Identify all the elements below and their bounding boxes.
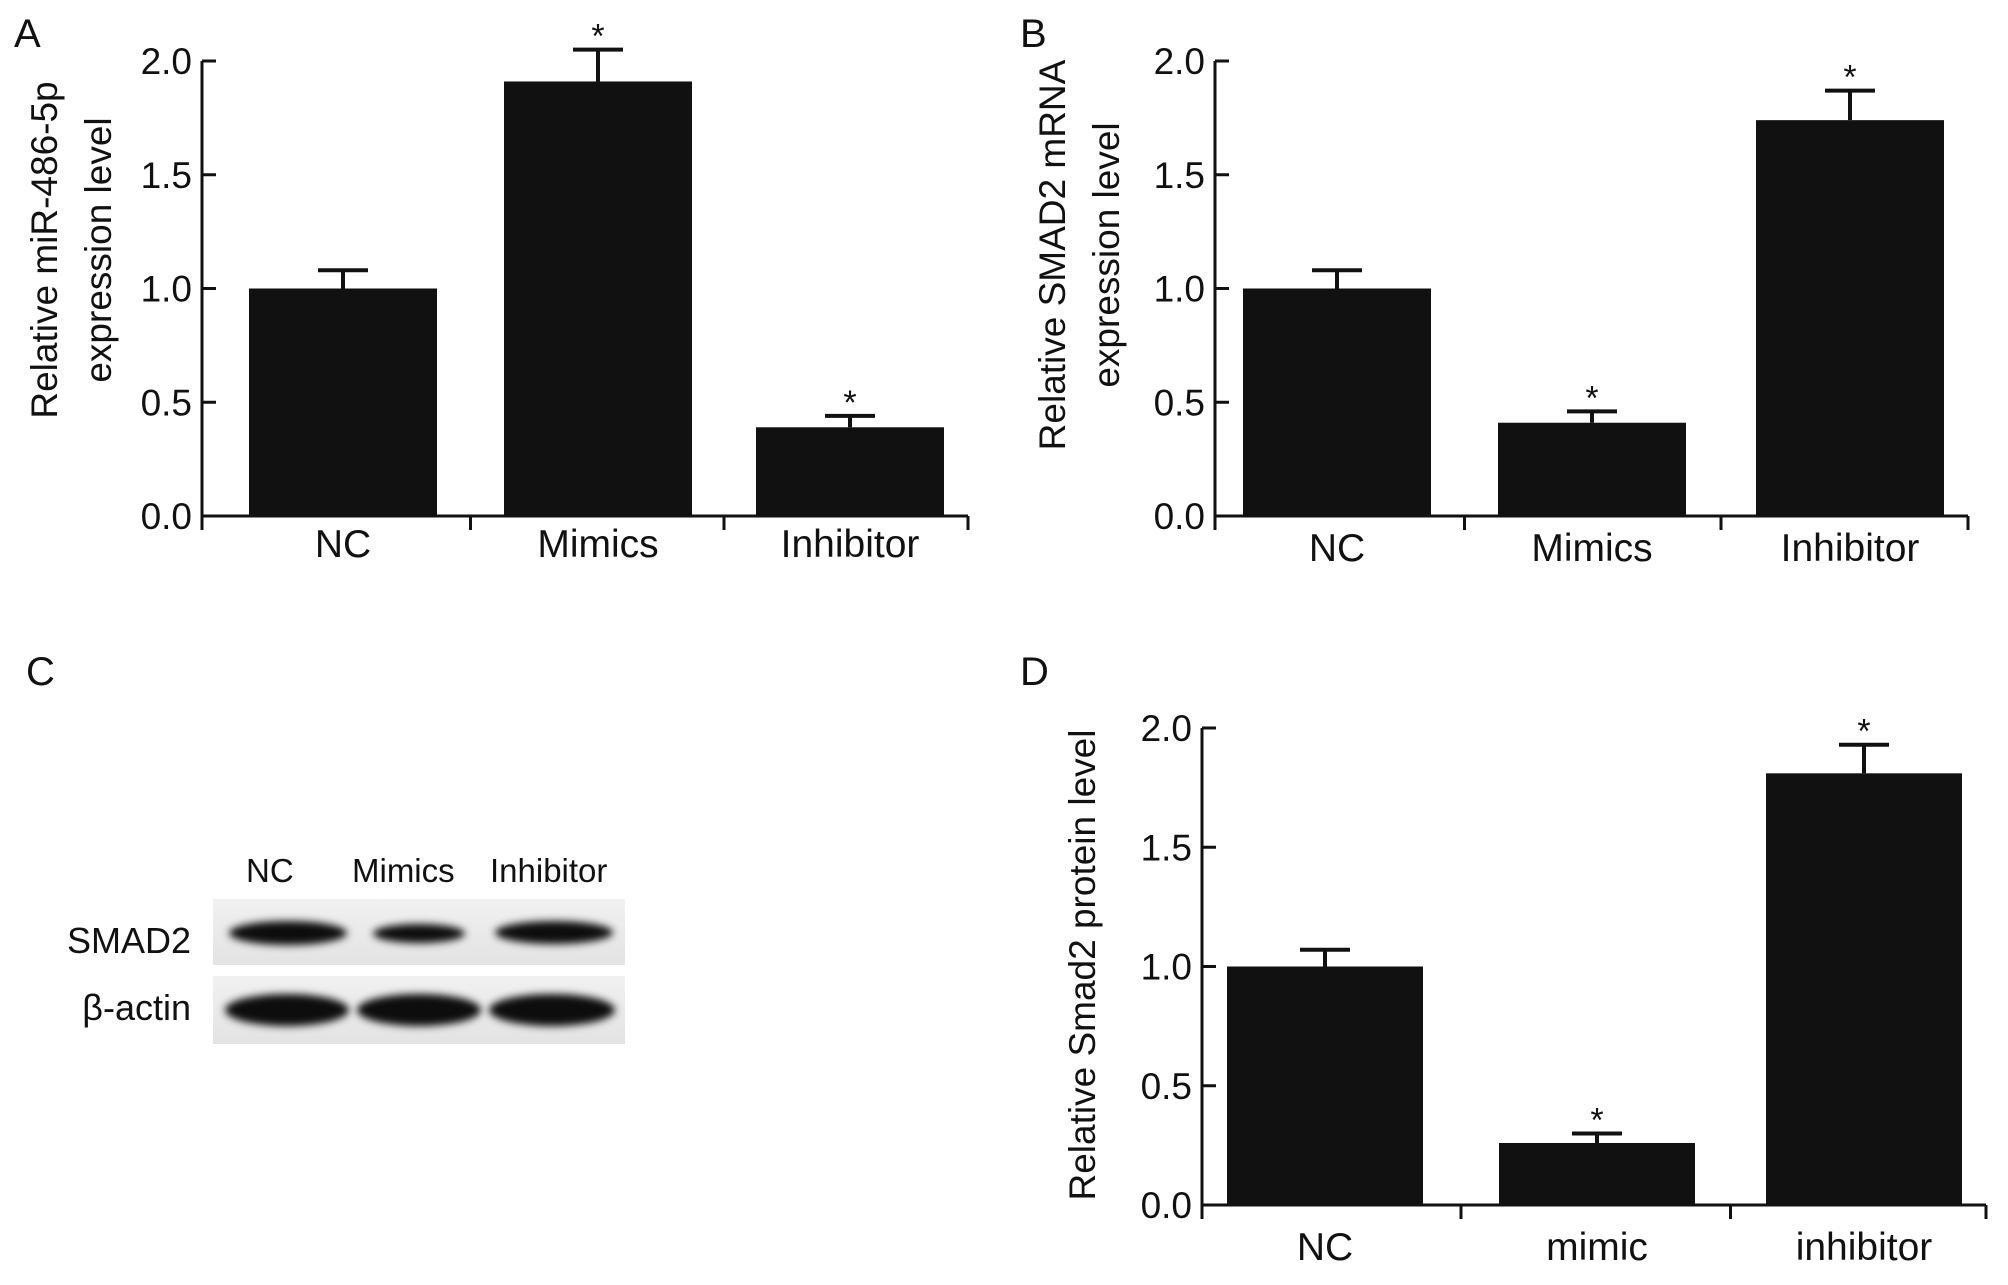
y-tick-label: 1.5 (141, 155, 192, 196)
blot-strip-beta-actin (213, 976, 625, 1044)
blot-row-label-smad2: SMAD2 (66, 920, 191, 961)
y-tick-label: 1.0 (1154, 269, 1205, 310)
blot-band (373, 924, 465, 943)
x-category-label: mimic (1546, 1226, 1648, 1269)
blot-band (225, 994, 349, 1026)
x-category-label: Mimics (1531, 527, 1652, 570)
significance-marker: * (1843, 59, 1856, 97)
blot-lane-label-inhibitor: Inhibitor (490, 852, 608, 889)
bar (1498, 422, 1686, 516)
x-category-label: Mimics (537, 523, 658, 566)
x-category-label: inhibitor (1796, 1226, 1933, 1269)
panel-label-c: C (26, 650, 55, 694)
y-tick-label: 1.5 (1141, 827, 1192, 868)
bar (756, 427, 944, 516)
blot-strip-smad2 (213, 899, 625, 965)
x-category-label: NC (1297, 1226, 1353, 1269)
y-tick-label: 0.5 (1154, 382, 1205, 423)
x-category-label: Inhibitor (1781, 527, 1920, 570)
blot-lane-label-mimics: Mimics (352, 852, 455, 889)
y-tick-label: 1.5 (1154, 155, 1205, 196)
y-tick-label: 0.0 (1154, 496, 1205, 537)
x-category-label: NC (315, 523, 371, 566)
bar (1227, 966, 1423, 1205)
significance-marker: * (1590, 1101, 1603, 1139)
y-tick-label: 0.5 (1141, 1066, 1192, 1107)
bar (1499, 1142, 1695, 1205)
blot-band (357, 994, 481, 1026)
bar (504, 81, 692, 516)
y-tick-label: 1.0 (141, 269, 192, 310)
panel-label-a: A (14, 12, 41, 56)
y-axis-label: expression level (1086, 122, 1127, 387)
x-category-label: NC (1309, 527, 1365, 570)
bar (1243, 288, 1431, 516)
y-axis-label: Relative SMAD2 mRNA (1032, 59, 1073, 450)
y-tick-label: 2.0 (141, 41, 192, 82)
blot-band (489, 994, 615, 1026)
y-tick-label: 0.0 (141, 496, 192, 537)
blot-lane-label-nc: NC (246, 852, 294, 889)
x-category-label: Inhibitor (781, 523, 920, 566)
blot-row-label-beta-actin: β-actin (82, 987, 191, 1028)
panel-label-b: B (1020, 12, 1047, 56)
significance-marker: * (591, 18, 604, 56)
blot-band (495, 921, 613, 944)
y-tick-label: 2.0 (1154, 41, 1205, 82)
y-axis-label: expression level (78, 117, 119, 382)
blot-band (229, 921, 347, 945)
panel-label-d: D (1020, 650, 1049, 694)
significance-marker: * (1585, 379, 1598, 417)
y-axis-label: Relative Smad2 protein level (1062, 730, 1103, 1201)
bar (1756, 120, 1944, 517)
bar (1766, 773, 1962, 1205)
y-tick-label: 0.5 (141, 382, 192, 423)
significance-marker: * (843, 384, 856, 422)
y-tick-label: 2.0 (1141, 708, 1192, 749)
significance-marker: * (1857, 713, 1870, 751)
bar (249, 288, 437, 516)
y-tick-label: 0.0 (1141, 1185, 1192, 1226)
y-tick-label: 1.0 (1141, 947, 1192, 988)
y-axis-label: Relative miR-486-5p (24, 81, 65, 418)
